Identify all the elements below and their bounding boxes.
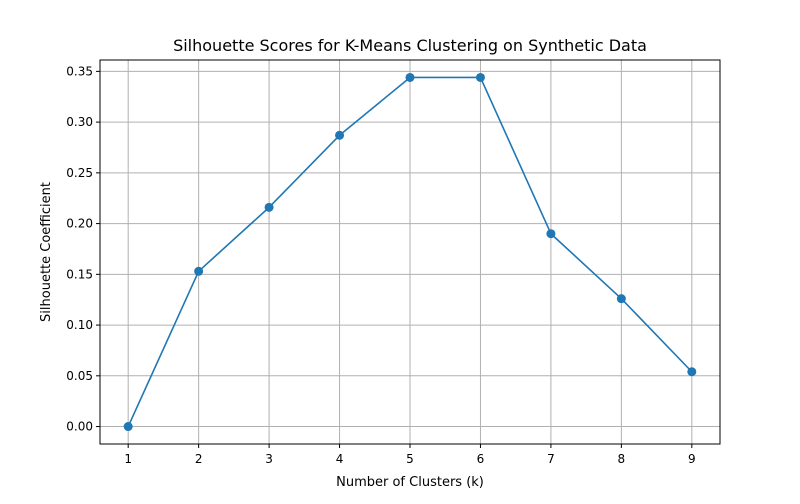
y-tick-label: 0.15: [66, 267, 93, 281]
x-tick-label: 8: [618, 452, 626, 466]
data-point: [616, 294, 626, 304]
x-tick-label: 9: [688, 452, 696, 466]
tick-layer: 1 2 3 4 5 6 7 8 9 0.00 0.05 0.10 0.15 0.20 0.25 0.30 0.3…: [66, 64, 695, 466]
data-point: [194, 266, 204, 276]
x-tick-label: 2: [195, 452, 203, 466]
y-axis-label: Silhouette Coefficient: [39, 182, 54, 322]
y-tick-label: 0.30: [66, 115, 93, 129]
data-point: [335, 130, 345, 140]
data-point: [123, 422, 133, 432]
grid-layer: [100, 60, 720, 444]
data-point: [546, 229, 556, 239]
x-tick-label: 6: [477, 452, 485, 466]
y-tick-label: 0.25: [66, 166, 93, 180]
data-point: [405, 72, 415, 82]
x-tick-label: 5: [406, 452, 414, 466]
chart-title: Silhouette Scores for K-Means Clustering…: [173, 36, 647, 55]
y-tick-label: 0.35: [66, 64, 93, 78]
y-tick-label: 0.00: [66, 420, 93, 434]
data-point: [264, 202, 274, 212]
x-tick-label: 4: [336, 452, 344, 466]
y-tick-label: 0.10: [66, 318, 93, 332]
x-axis-label: Number of Clusters (k): [336, 475, 484, 490]
x-tick-label: 7: [547, 452, 555, 466]
data-point: [475, 72, 485, 82]
x-tick-label: 1: [124, 452, 132, 466]
y-tick-label: 0.20: [66, 217, 93, 231]
series-layer: [123, 72, 697, 432]
x-tick-label: 3: [265, 452, 273, 466]
data-point: [687, 367, 697, 377]
y-tick-label: 0.05: [66, 369, 93, 383]
